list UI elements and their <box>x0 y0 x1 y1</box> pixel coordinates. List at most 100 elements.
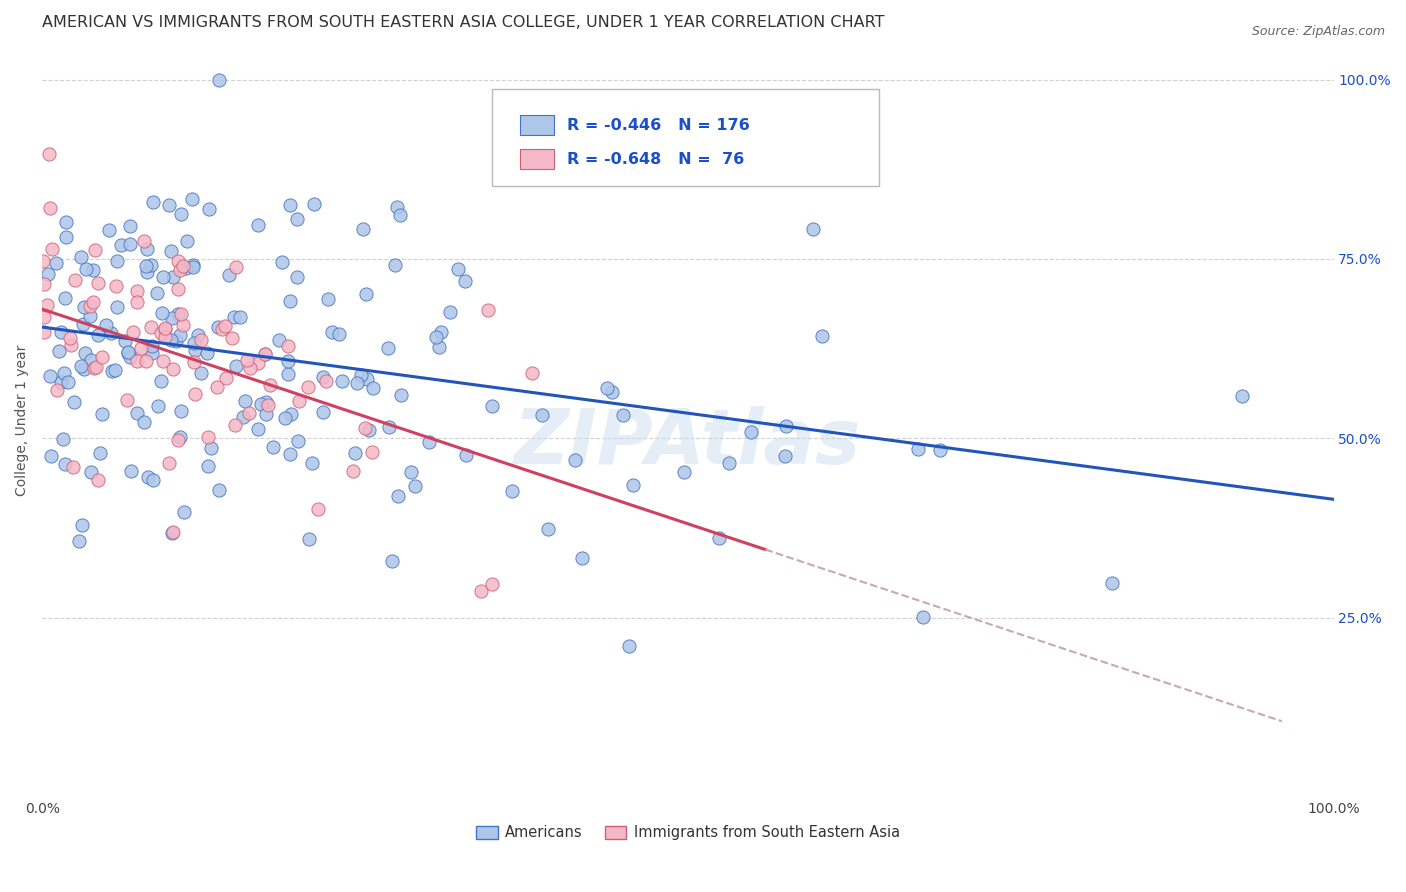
Point <box>115 392 138 407</box>
Point <box>73 300 96 314</box>
Point <box>343 445 366 459</box>
Point <box>176 235 198 249</box>
Point <box>238 407 260 421</box>
Point <box>125 284 148 298</box>
Point <box>564 453 586 467</box>
Point <box>621 478 644 492</box>
Point <box>208 483 231 498</box>
Point <box>907 442 929 456</box>
Point <box>139 319 162 334</box>
Point <box>229 310 252 324</box>
Point <box>98 223 121 237</box>
Point <box>377 342 399 356</box>
Point <box>162 270 184 285</box>
Point <box>530 408 553 422</box>
Point <box>104 363 127 377</box>
Point <box>52 433 75 447</box>
Point <box>285 212 308 227</box>
Point <box>190 366 212 380</box>
Point <box>67 533 90 548</box>
Point <box>32 277 55 291</box>
Point <box>75 261 97 276</box>
Point <box>118 350 141 364</box>
Point <box>222 310 245 325</box>
Point <box>246 218 269 232</box>
Point <box>70 250 93 264</box>
Point <box>142 195 165 210</box>
Point <box>384 258 406 272</box>
Point <box>287 434 309 449</box>
Point <box>169 263 191 277</box>
Point <box>430 326 453 340</box>
Point <box>173 505 195 519</box>
Point <box>49 325 72 339</box>
Point <box>233 394 256 409</box>
Point <box>439 305 461 319</box>
Point <box>183 355 205 369</box>
Point <box>172 318 194 332</box>
Point <box>63 395 86 409</box>
Point <box>288 393 311 408</box>
Point <box>149 326 172 340</box>
Point <box>150 306 173 320</box>
Point <box>87 473 110 487</box>
Point <box>617 639 640 653</box>
Point <box>38 147 60 161</box>
Point <box>404 478 426 492</box>
Point <box>600 385 623 400</box>
Point <box>363 381 385 395</box>
Point <box>55 215 77 229</box>
Point <box>352 221 374 235</box>
Point <box>200 441 222 455</box>
Point <box>170 207 193 221</box>
Point <box>389 388 412 402</box>
Text: R = -0.648   N =  76: R = -0.648 N = 76 <box>567 152 744 167</box>
Point <box>49 375 72 389</box>
Point <box>105 253 128 268</box>
Point <box>477 303 499 318</box>
Point <box>278 447 301 461</box>
Point <box>811 329 834 343</box>
Point <box>155 330 177 344</box>
Point <box>89 446 111 460</box>
Point <box>262 441 284 455</box>
Point <box>571 550 593 565</box>
Point <box>166 433 188 447</box>
Point <box>481 577 503 591</box>
Point <box>37 298 59 312</box>
Point <box>52 366 75 380</box>
Point <box>38 201 60 215</box>
Point <box>41 242 63 256</box>
Point <box>53 291 76 305</box>
Point <box>184 387 207 401</box>
Point <box>157 456 180 470</box>
Point <box>167 282 190 296</box>
Point <box>208 72 231 87</box>
Point <box>166 307 188 321</box>
Point <box>59 331 82 345</box>
Point <box>117 346 139 360</box>
Point <box>297 380 319 394</box>
Point <box>596 381 619 395</box>
Point <box>45 255 67 269</box>
Point <box>280 407 302 421</box>
Point <box>58 375 80 389</box>
Y-axis label: College, Under 1 year: College, Under 1 year <box>15 344 30 496</box>
Point <box>135 259 157 273</box>
Point <box>911 610 934 624</box>
Point <box>254 407 277 421</box>
Point <box>153 320 176 334</box>
Point <box>152 269 174 284</box>
Point <box>321 325 343 339</box>
Point <box>172 259 194 273</box>
Point <box>312 369 335 384</box>
Point <box>170 307 193 321</box>
Point <box>612 408 634 422</box>
Point <box>75 346 97 360</box>
Point <box>83 361 105 376</box>
Point <box>197 429 219 443</box>
Point <box>162 362 184 376</box>
Point <box>181 193 204 207</box>
Point <box>141 339 163 353</box>
Point <box>211 322 233 336</box>
